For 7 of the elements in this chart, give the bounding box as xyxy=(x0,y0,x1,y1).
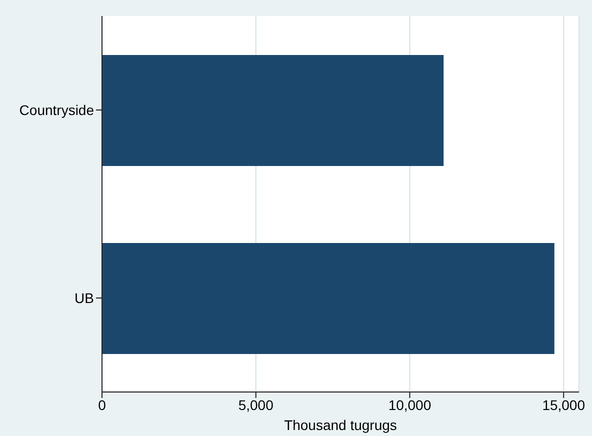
y-tick-label: UB xyxy=(74,290,94,306)
y-tick-label: Countryside xyxy=(19,102,94,118)
x-tick-label: 5,000 xyxy=(238,396,274,413)
x-axis-title: Thousand tugrugs xyxy=(284,417,397,433)
x-tick-label: 15,000 xyxy=(542,396,586,413)
x-tick-label: 10,000 xyxy=(388,396,432,413)
x-tick-label: 0 xyxy=(98,396,106,413)
